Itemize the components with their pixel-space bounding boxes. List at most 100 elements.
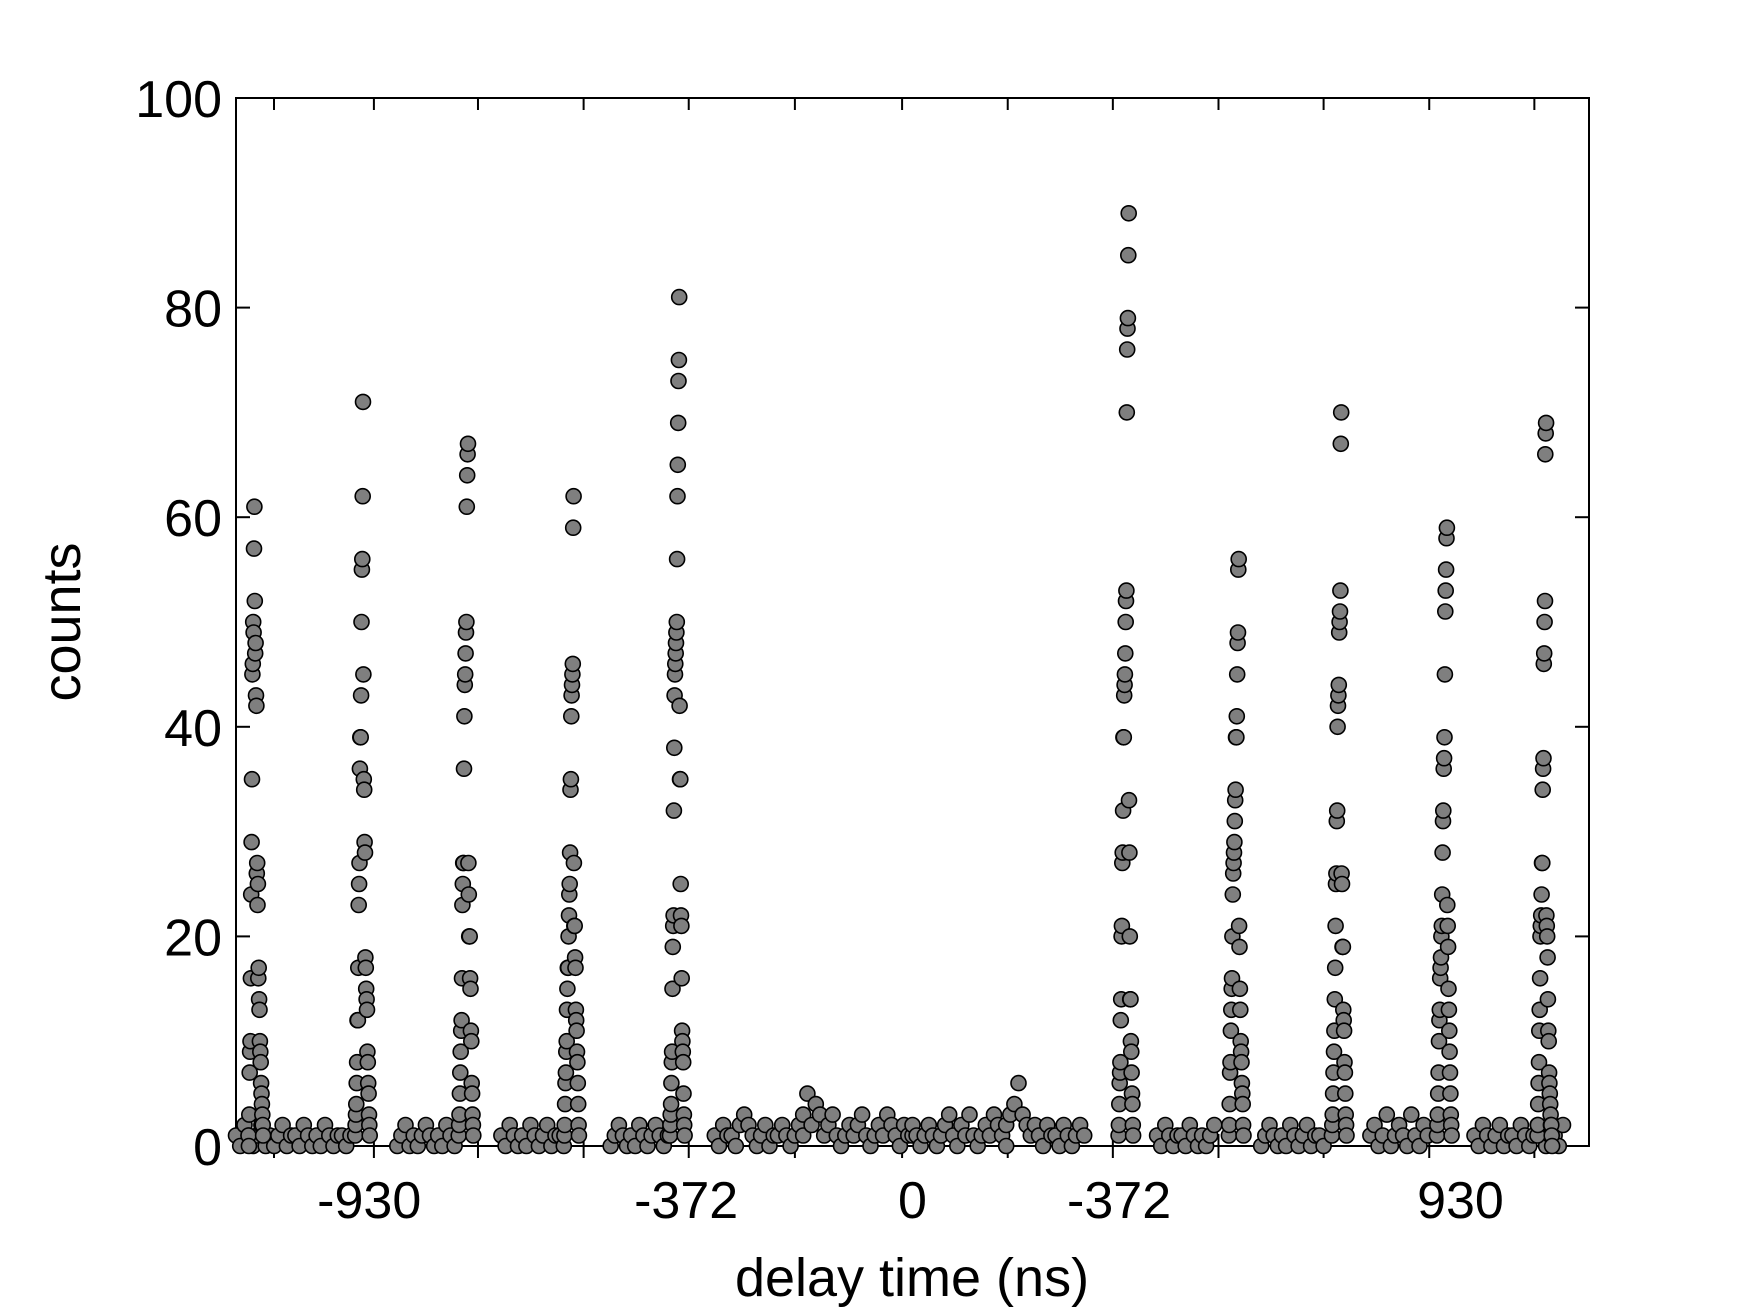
data-point xyxy=(357,959,375,977)
data-point xyxy=(451,1064,469,1081)
data-point xyxy=(456,707,473,725)
data-point xyxy=(1124,1095,1141,1113)
data-point xyxy=(1331,603,1349,620)
data-point xyxy=(355,781,373,799)
data-point xyxy=(1535,749,1552,767)
data-point xyxy=(1378,1106,1396,1123)
data-point xyxy=(349,1011,367,1029)
data-point xyxy=(1117,613,1134,631)
data-point xyxy=(452,1043,470,1060)
data-point xyxy=(565,487,582,505)
data-point xyxy=(361,1127,379,1144)
data-point xyxy=(1326,959,1344,977)
data-points xyxy=(227,205,1572,1155)
data-point xyxy=(1230,917,1248,935)
data-point xyxy=(1124,1127,1142,1144)
data-point xyxy=(1534,781,1551,799)
data-point xyxy=(664,938,682,956)
data-point xyxy=(665,802,683,819)
data-point xyxy=(1122,990,1139,1008)
data-point xyxy=(350,875,368,893)
data-point xyxy=(1441,1022,1458,1039)
data-point xyxy=(1120,205,1137,222)
data-point xyxy=(1231,980,1249,998)
data-point xyxy=(1440,1001,1458,1019)
data-point xyxy=(1335,1022,1353,1039)
data-point xyxy=(1543,1137,1561,1155)
data-point xyxy=(1540,1032,1557,1050)
data-point xyxy=(567,959,584,977)
data-point xyxy=(1437,582,1454,599)
data-point xyxy=(1538,928,1556,945)
y-tick-label: 40 xyxy=(164,700,222,758)
y-tick-label: 80 xyxy=(164,281,222,339)
data-point xyxy=(359,1053,377,1071)
data-point xyxy=(1222,1022,1240,1039)
data-point xyxy=(1226,833,1243,851)
data-point xyxy=(1439,896,1456,914)
data-point xyxy=(453,1011,470,1029)
data-point xyxy=(354,393,372,411)
data-point xyxy=(246,498,263,516)
data-point xyxy=(1440,980,1457,998)
data-point xyxy=(1118,404,1136,421)
data-point xyxy=(564,519,582,537)
data-point xyxy=(1112,1011,1130,1029)
data-point xyxy=(1228,707,1246,725)
data-point xyxy=(1536,613,1553,631)
data-point xyxy=(1530,1053,1548,1071)
y-tick-label: 60 xyxy=(164,490,222,548)
data-point xyxy=(674,1053,692,1071)
data-point xyxy=(350,896,368,914)
data-point xyxy=(1534,854,1551,872)
data-point xyxy=(1235,1127,1252,1144)
data-point xyxy=(1539,949,1556,966)
data-point xyxy=(663,1074,680,1092)
data-point xyxy=(673,969,691,987)
data-point xyxy=(455,760,473,778)
data-point xyxy=(1325,1043,1343,1060)
data-point xyxy=(249,896,266,914)
data-point xyxy=(670,372,687,390)
data-point xyxy=(668,550,686,568)
data-point xyxy=(1112,1053,1129,1071)
data-point xyxy=(1118,582,1135,599)
data-point xyxy=(727,1137,745,1155)
data-point xyxy=(565,854,583,872)
data-point xyxy=(1403,1106,1420,1123)
data-point xyxy=(561,875,579,893)
data-point xyxy=(1227,781,1244,799)
data-point xyxy=(1531,969,1549,987)
data-point xyxy=(1329,718,1346,736)
data-point xyxy=(1434,844,1451,861)
y-tick-label: 20 xyxy=(164,909,222,967)
data-point xyxy=(460,886,478,903)
data-point xyxy=(558,1032,576,1050)
data-point xyxy=(1224,886,1242,903)
data-point xyxy=(243,833,260,851)
data-point xyxy=(664,980,681,998)
data-point xyxy=(1443,1127,1460,1144)
data-point xyxy=(353,550,371,568)
x-tick-label: -930 xyxy=(317,1172,421,1230)
data-point xyxy=(1206,1116,1223,1134)
data-point xyxy=(1336,1064,1354,1081)
data-point xyxy=(464,1127,482,1144)
data-point xyxy=(1115,728,1133,746)
data-point xyxy=(570,1127,588,1144)
y-tick-label: 0 xyxy=(193,1119,222,1177)
data-point xyxy=(1110,1116,1128,1134)
data-point xyxy=(1233,1053,1250,1071)
data-point xyxy=(1539,990,1557,1008)
data-point xyxy=(564,655,582,673)
data-point xyxy=(1221,1116,1238,1134)
data-point xyxy=(352,728,370,746)
data-point xyxy=(249,875,267,893)
data-point xyxy=(1435,802,1452,819)
data-point xyxy=(675,1085,692,1102)
data-point xyxy=(569,1074,587,1092)
data-point xyxy=(662,1095,680,1113)
data-point xyxy=(671,770,689,788)
data-point xyxy=(1330,676,1348,694)
data-point xyxy=(1439,938,1457,956)
